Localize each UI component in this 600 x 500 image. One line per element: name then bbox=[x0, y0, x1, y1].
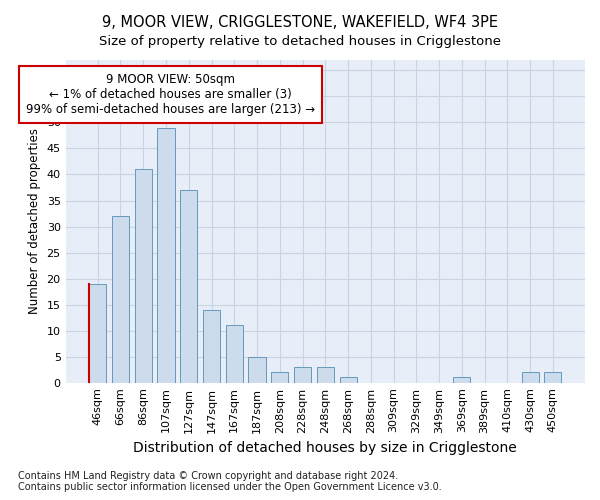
Bar bbox=[544, 372, 562, 382]
Bar bbox=[157, 128, 175, 382]
Text: Contains HM Land Registry data © Crown copyright and database right 2024.
Contai: Contains HM Land Registry data © Crown c… bbox=[18, 471, 442, 492]
Bar bbox=[294, 367, 311, 382]
Y-axis label: Number of detached properties: Number of detached properties bbox=[28, 128, 41, 314]
Bar bbox=[203, 310, 220, 382]
Bar bbox=[340, 378, 356, 382]
Bar bbox=[89, 284, 106, 382]
Bar bbox=[226, 326, 243, 382]
Bar bbox=[271, 372, 289, 382]
Bar bbox=[135, 170, 152, 382]
Bar bbox=[453, 378, 470, 382]
Bar bbox=[317, 367, 334, 382]
X-axis label: Distribution of detached houses by size in Crigglestone: Distribution of detached houses by size … bbox=[133, 441, 517, 455]
Text: 9, MOOR VIEW, CRIGGLESTONE, WAKEFIELD, WF4 3PE: 9, MOOR VIEW, CRIGGLESTONE, WAKEFIELD, W… bbox=[102, 15, 498, 30]
Bar bbox=[112, 216, 129, 382]
Bar bbox=[248, 356, 266, 382]
Bar bbox=[521, 372, 539, 382]
Bar bbox=[180, 190, 197, 382]
Text: 9 MOOR VIEW: 50sqm
← 1% of detached houses are smaller (3)
99% of semi-detached : 9 MOOR VIEW: 50sqm ← 1% of detached hous… bbox=[26, 73, 315, 116]
Text: Size of property relative to detached houses in Crigglestone: Size of property relative to detached ho… bbox=[99, 35, 501, 48]
